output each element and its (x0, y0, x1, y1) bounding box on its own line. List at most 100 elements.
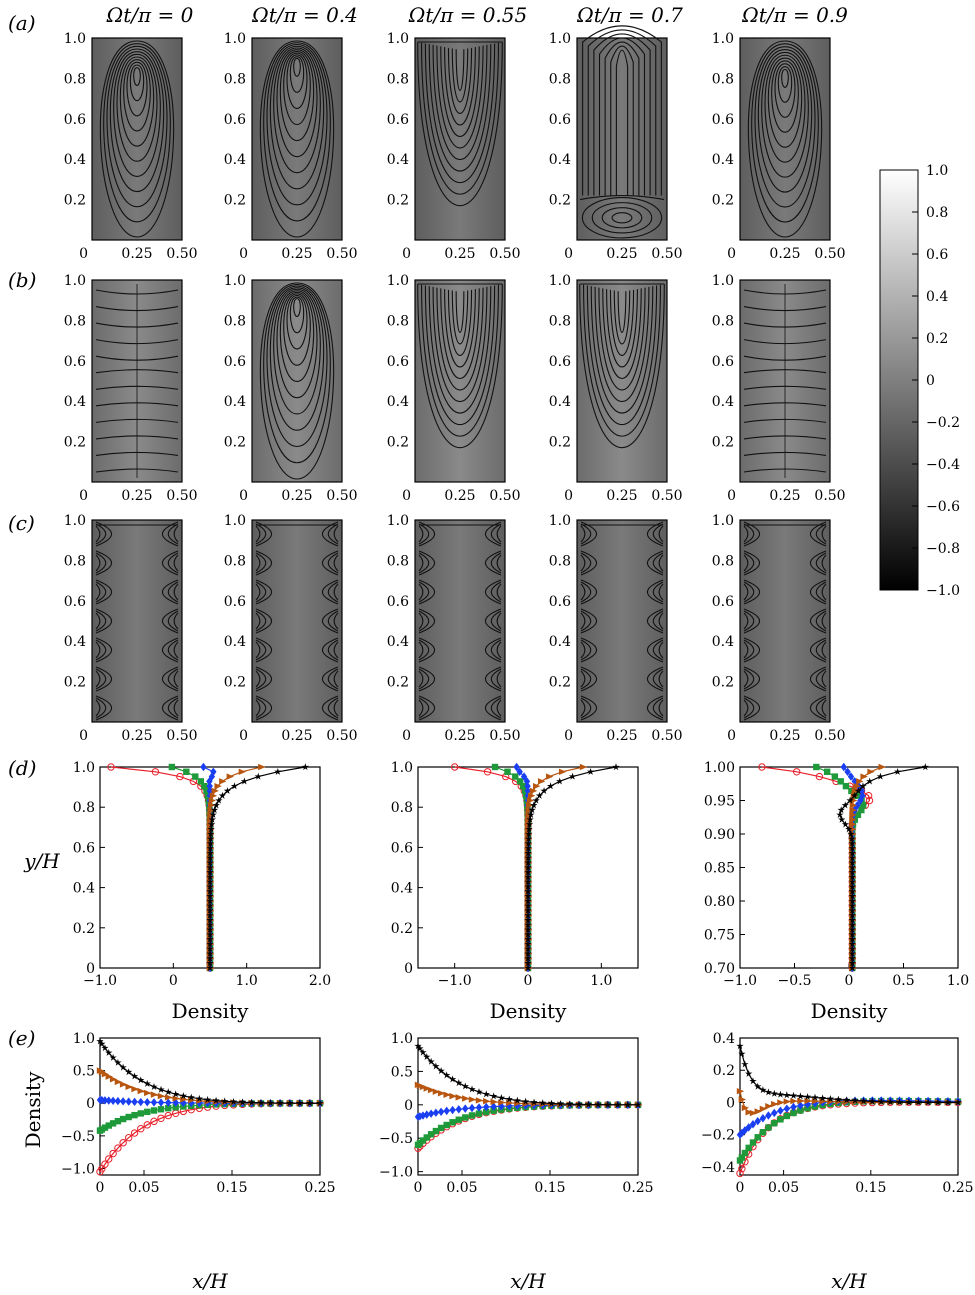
data-point (886, 1098, 894, 1106)
data-point (856, 778, 864, 785)
panel-x-tick-label: 0.50 (166, 488, 197, 504)
panel-y-tick-label: 0.6 (64, 112, 86, 128)
data-point (895, 1098, 904, 1106)
streamline (173, 612, 179, 630)
series-line (209, 766, 306, 968)
data-point (524, 878, 532, 885)
streamline-loop (273, 288, 321, 415)
data-point (848, 911, 856, 919)
panel-x-tick-label: 0 (727, 246, 736, 262)
data-point (427, 1086, 436, 1094)
y-tick-label: 0 (86, 961, 95, 977)
streamline (95, 695, 113, 721)
data-point (114, 1117, 122, 1125)
data-point (448, 1075, 457, 1083)
data-point (206, 916, 214, 924)
data-point (206, 935, 214, 943)
data-point (192, 773, 199, 780)
y-tick-label: 0.8 (391, 800, 413, 816)
data-point (524, 854, 532, 862)
data-point (954, 1098, 962, 1106)
panel-background (576, 37, 668, 241)
streamline (428, 44, 492, 172)
panel-x-tick-label: 0.25 (121, 728, 152, 744)
streamline (490, 552, 502, 574)
colorbar-tick-label: 1.0 (926, 163, 948, 179)
data-point (105, 1073, 113, 1080)
data-point (505, 1095, 513, 1103)
data-point (777, 1106, 784, 1115)
data-point (815, 772, 824, 781)
streamline (646, 550, 664, 576)
data-point (151, 768, 160, 776)
panel-y-tick-label: 0.2 (64, 193, 86, 209)
streamline (490, 668, 502, 690)
data-point (848, 844, 856, 852)
data-point (254, 772, 262, 780)
y-tick-label: 0.6 (391, 840, 413, 856)
data-point (849, 811, 857, 819)
data-point (187, 1093, 195, 1101)
data-point (423, 1085, 431, 1092)
data-point (876, 772, 885, 780)
streamline (594, 286, 650, 402)
streamline-loop (263, 284, 331, 464)
data-point (848, 901, 856, 909)
panel-x-tick-label: 0.50 (651, 488, 682, 504)
data-point (848, 925, 856, 933)
data-point (119, 1115, 127, 1123)
streamline (815, 668, 827, 690)
plot-d-1: −1.0 0 1.0 0 0.2 0.4 0.6 0.8 1.0 Density (391, 760, 639, 1023)
data-point (172, 1104, 179, 1111)
data-point (483, 768, 492, 776)
streamline (418, 699, 424, 717)
data-point (248, 1098, 256, 1106)
data-point (119, 1063, 127, 1071)
data-point (423, 1053, 431, 1061)
y-tick-label: 0 (404, 961, 413, 977)
streamline-loop (751, 43, 819, 223)
data-point (513, 1096, 521, 1104)
data-point (759, 1086, 767, 1094)
data-point (530, 1098, 538, 1106)
data-point (849, 806, 857, 814)
data-point (143, 1121, 151, 1129)
data-point (468, 1112, 476, 1119)
data-point (437, 1090, 446, 1097)
panel-y-tick-label: 0.4 (224, 634, 246, 650)
streamline (815, 697, 827, 719)
data-point (119, 1139, 127, 1147)
data-point (206, 863, 214, 871)
streamline (161, 550, 179, 576)
data-point (208, 797, 217, 804)
streamline (580, 608, 598, 634)
data-point (546, 773, 554, 780)
series-line (209, 766, 262, 968)
streamline (440, 288, 480, 379)
data-point (524, 921, 532, 929)
data-point (840, 762, 847, 772)
panel-background (414, 279, 506, 483)
panel-axis-ticks: 0.2 0.4 0.6 0.8 1.0 0 0.25 0.50 (387, 31, 521, 262)
x-tick-label: 1.0 (947, 973, 969, 989)
data-point (738, 1154, 746, 1161)
data-point (419, 1083, 428, 1091)
streamline (743, 550, 761, 576)
data-point (764, 1088, 773, 1096)
data-point (858, 806, 865, 814)
streamline (652, 668, 664, 690)
data-point (859, 791, 866, 800)
plot-e-0: 0 0.05 0.15 0.25 −1.0 −0.5 0 0.5 1.0 x/H Density (21, 1031, 336, 1293)
streamline (255, 697, 267, 719)
streamline (255, 699, 261, 717)
row-label-d: (d) (8, 756, 36, 780)
streamline (255, 552, 267, 574)
streamline (173, 670, 179, 688)
data-point (131, 1085, 139, 1093)
streamline (580, 610, 592, 632)
data-point (859, 1097, 868, 1105)
data-point (924, 1098, 932, 1106)
data-point (848, 858, 856, 866)
colorbar-ticks: 1.0 0.8 0.6 0.4 0.2 0 −0.2 −0.4 −0.6 −0.8 −1.0 (912, 163, 960, 599)
panel-axis-ticks: 0.2 0.4 0.6 0.8 1.0 0 0.25 0.50 (712, 513, 846, 744)
